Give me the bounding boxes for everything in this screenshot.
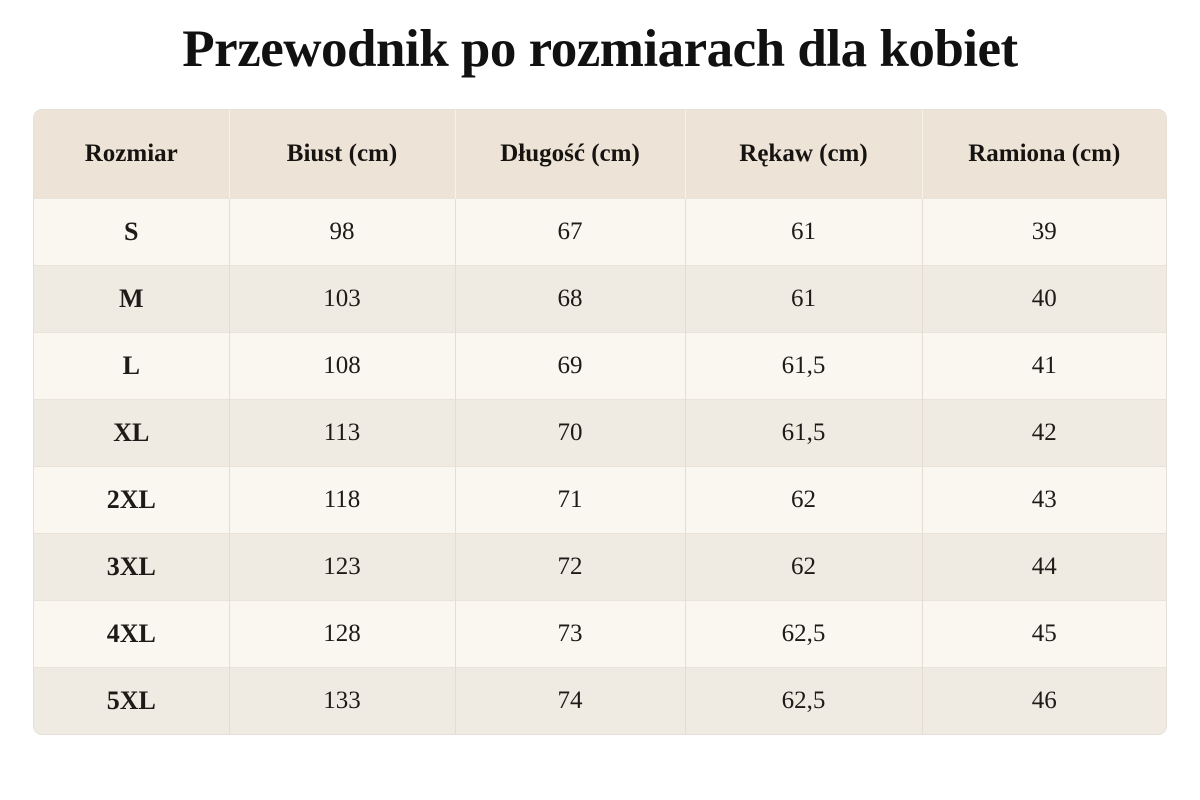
- bust-cell: 133: [229, 666, 456, 734]
- shoulders-cell: 44: [922, 532, 1166, 600]
- length-cell: 74: [455, 666, 686, 734]
- header-sleeve: Rękaw (cm): [685, 110, 923, 198]
- table-row: L 108 69 61,5 41: [34, 331, 1166, 399]
- length-cell: 68: [455, 264, 686, 332]
- size-cell: 4XL: [34, 599, 230, 667]
- size-cell: S: [34, 197, 230, 265]
- bust-cell: 108: [229, 331, 456, 399]
- table-row: 3XL 123 72 62 44: [34, 532, 1166, 600]
- sleeve-cell: 61: [685, 264, 923, 332]
- sleeve-cell: 61: [685, 197, 923, 265]
- bust-cell: 118: [229, 465, 456, 533]
- size-cell: XL: [34, 398, 230, 466]
- length-cell: 69: [455, 331, 686, 399]
- header-bust: Biust (cm): [229, 110, 456, 198]
- shoulders-cell: 45: [922, 599, 1166, 667]
- table-row: S 98 67 61 39: [34, 197, 1166, 265]
- shoulders-cell: 42: [922, 398, 1166, 466]
- sleeve-cell: 61,5: [685, 331, 923, 399]
- table-row: 4XL 128 73 62,5 45: [34, 599, 1166, 667]
- sleeve-cell: 62: [685, 532, 923, 600]
- bust-cell: 103: [229, 264, 456, 332]
- size-cell: 5XL: [34, 666, 230, 734]
- shoulders-cell: 41: [922, 331, 1166, 399]
- size-cell: L: [34, 331, 230, 399]
- shoulders-cell: 40: [922, 264, 1166, 332]
- page-title: Przewodnik po rozmiarach dla kobiet: [182, 20, 1018, 78]
- bust-cell: 98: [229, 197, 456, 265]
- header-size: Rozmiar: [34, 110, 230, 198]
- table-row: 2XL 118 71 62 43: [34, 465, 1166, 533]
- size-chart-table-card: Rozmiar Biust (cm) Długość (cm) Rękaw (c…: [34, 110, 1166, 734]
- bust-cell: 123: [229, 532, 456, 600]
- size-cell: M: [34, 264, 230, 332]
- bust-cell: 113: [229, 398, 456, 466]
- sleeve-cell: 62,5: [685, 599, 923, 667]
- shoulders-cell: 43: [922, 465, 1166, 533]
- table-row: M 103 68 61 40: [34, 264, 1166, 332]
- bust-cell: 128: [229, 599, 456, 667]
- table-body: S 98 67 61 39 M 103 68 61 40 L 108 69 61…: [34, 197, 1166, 734]
- sleeve-cell: 62: [685, 465, 923, 533]
- table-header: Rozmiar Biust (cm) Długość (cm) Rękaw (c…: [34, 110, 1166, 198]
- size-cell: 3XL: [34, 532, 230, 600]
- sleeve-cell: 62,5: [685, 666, 923, 734]
- size-chart-table: Rozmiar Biust (cm) Długość (cm) Rękaw (c…: [34, 110, 1166, 734]
- length-cell: 67: [455, 197, 686, 265]
- sleeve-cell: 61,5: [685, 398, 923, 466]
- length-cell: 72: [455, 532, 686, 600]
- size-cell: 2XL: [34, 465, 230, 533]
- shoulders-cell: 39: [922, 197, 1166, 265]
- header-shoulders: Ramiona (cm): [968, 139, 1121, 167]
- table-row: 5XL 133 74 62,5 46: [34, 666, 1166, 734]
- length-cell: 71: [455, 465, 686, 533]
- shoulders-cell: 46: [922, 666, 1166, 734]
- table-row: XL 113 70 61,5 42: [34, 398, 1166, 466]
- length-cell: 73: [455, 599, 686, 667]
- length-cell: 70: [455, 398, 686, 466]
- header-row: Rozmiar Biust (cm) Długość (cm) Rękaw (c…: [34, 110, 1166, 198]
- header-length: Długość (cm): [455, 110, 686, 198]
